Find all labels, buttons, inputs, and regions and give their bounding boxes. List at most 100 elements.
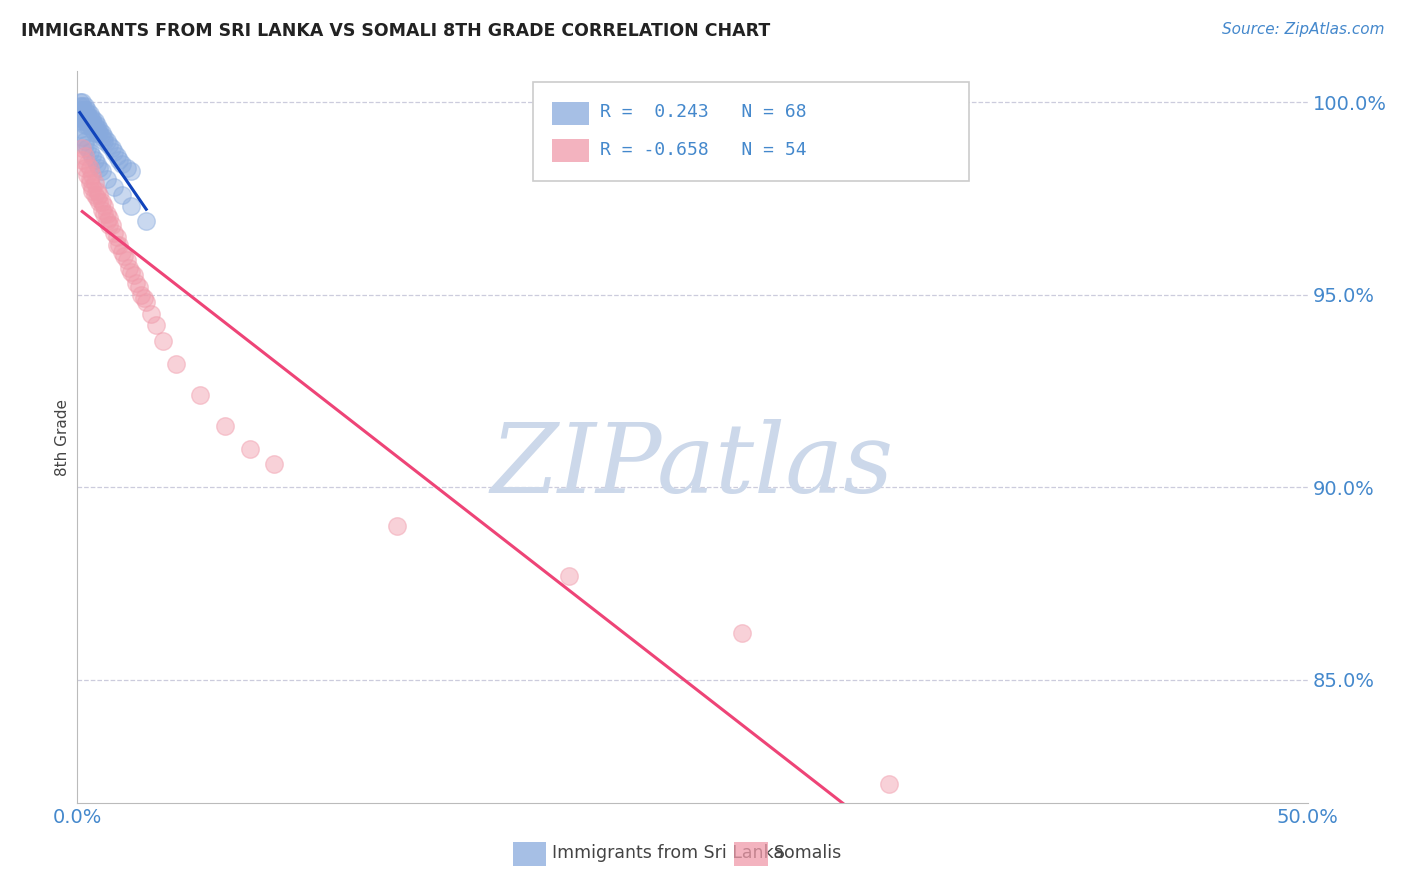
Point — [76, 111, 98, 125]
Point — [135, 295, 157, 310]
Point — [111, 245, 132, 260]
Text: R = -0.658   N = 54: R = -0.658 N = 54 — [600, 141, 807, 159]
Point — [558, 568, 581, 582]
Point — [76, 169, 98, 183]
Point — [73, 118, 96, 132]
Point — [69, 106, 91, 120]
FancyBboxPatch shape — [513, 842, 546, 866]
Point — [112, 249, 135, 263]
Point — [93, 134, 115, 148]
Point — [214, 418, 236, 433]
Point — [76, 106, 98, 120]
Point — [105, 237, 128, 252]
Point — [263, 457, 285, 471]
Point — [73, 137, 96, 152]
Point — [70, 99, 93, 113]
Point — [165, 357, 187, 371]
Point — [70, 95, 93, 110]
Point — [69, 99, 91, 113]
Point — [111, 157, 132, 171]
Point — [82, 149, 104, 163]
Point — [131, 287, 153, 301]
Point — [79, 145, 101, 160]
Point — [103, 145, 125, 160]
Point — [152, 334, 174, 348]
Point — [96, 134, 118, 148]
Point — [93, 129, 115, 144]
Point — [70, 103, 93, 117]
Point — [89, 122, 111, 136]
Point — [103, 179, 125, 194]
Point — [879, 776, 901, 790]
Point — [73, 149, 96, 163]
Text: IMMIGRANTS FROM SRI LANKA VS SOMALI 8TH GRADE CORRELATION CHART: IMMIGRANTS FROM SRI LANKA VS SOMALI 8TH … — [21, 22, 770, 40]
Point — [86, 184, 108, 198]
Point — [69, 103, 91, 117]
Point — [135, 214, 157, 228]
Point — [76, 157, 98, 171]
Point — [83, 114, 105, 128]
Point — [108, 237, 131, 252]
Point — [132, 292, 155, 306]
Point — [115, 161, 138, 175]
Point — [70, 129, 93, 144]
Point — [76, 141, 98, 155]
Text: R =  0.243   N = 68: R = 0.243 N = 68 — [600, 103, 807, 120]
Point — [83, 187, 105, 202]
Point — [73, 106, 96, 120]
Point — [70, 153, 93, 167]
Point — [90, 129, 114, 144]
Point — [98, 219, 121, 233]
Point — [83, 126, 105, 140]
Point — [96, 214, 118, 228]
Point — [76, 118, 98, 132]
Point — [69, 95, 91, 110]
Text: Immigrants from Sri Lanka: Immigrants from Sri Lanka — [553, 844, 785, 863]
Point — [125, 276, 148, 290]
Point — [73, 114, 96, 128]
Point — [90, 164, 114, 178]
Point — [90, 202, 114, 217]
Point — [73, 103, 96, 117]
FancyBboxPatch shape — [734, 842, 768, 866]
Point — [128, 280, 150, 294]
Point — [121, 164, 143, 178]
Point — [86, 157, 108, 171]
Point — [82, 118, 104, 132]
Point — [98, 137, 121, 152]
Point — [76, 114, 98, 128]
Point — [121, 199, 143, 213]
Point — [190, 388, 212, 402]
FancyBboxPatch shape — [533, 82, 969, 181]
Point — [69, 122, 91, 136]
Point — [121, 264, 143, 278]
Text: Somalis: Somalis — [773, 844, 842, 863]
Point — [145, 318, 167, 333]
Point — [89, 195, 111, 210]
Point — [89, 161, 111, 175]
Point — [76, 103, 98, 117]
Point — [141, 307, 163, 321]
Text: ZIPatlas: ZIPatlas — [491, 419, 894, 513]
Point — [83, 176, 105, 190]
Point — [73, 161, 96, 175]
Point — [105, 149, 128, 163]
Point — [82, 169, 104, 183]
Point — [731, 626, 754, 640]
Point — [79, 176, 101, 190]
Point — [89, 126, 111, 140]
FancyBboxPatch shape — [553, 102, 589, 126]
Point — [82, 111, 104, 125]
Point — [79, 111, 101, 125]
Point — [82, 179, 104, 194]
Point — [86, 126, 108, 140]
Point — [73, 134, 96, 148]
Y-axis label: 8th Grade: 8th Grade — [55, 399, 70, 475]
Point — [89, 187, 111, 202]
Point — [70, 141, 93, 155]
Point — [101, 219, 124, 233]
Text: Source: ZipAtlas.com: Source: ZipAtlas.com — [1222, 22, 1385, 37]
Point — [239, 442, 262, 456]
Point — [122, 268, 145, 283]
Point — [96, 172, 118, 186]
